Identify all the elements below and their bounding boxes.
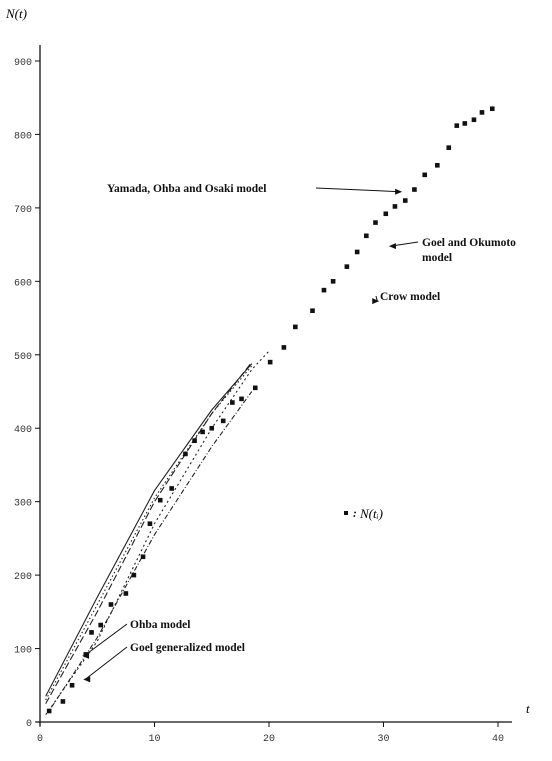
y-axis-label: N(t): [5, 6, 27, 21]
annotation-label: Goel and Okumoto: [422, 237, 516, 249]
x-tick-label: 40: [492, 734, 504, 745]
legend-label: N(tᵢ): [359, 506, 383, 521]
model-curve: [51, 391, 253, 708]
data-point: [471, 117, 477, 123]
data-point: [89, 630, 94, 635]
annotation-arrowhead: [372, 298, 380, 305]
data-point: [392, 204, 398, 209]
x-tick-label: 20: [263, 734, 275, 745]
data-point: [364, 233, 369, 239]
data-point: [200, 429, 205, 435]
data-point: [230, 400, 235, 405]
y-tick-label: 500: [14, 352, 32, 363]
annotation-arrow-line: [84, 646, 128, 680]
data-point: [183, 451, 188, 457]
observed-points: [46, 106, 495, 714]
data-point: [157, 497, 163, 503]
data-point: [354, 249, 360, 255]
legend: : N(tᵢ): [344, 506, 383, 521]
data-point: [402, 198, 408, 203]
data-point: [209, 425, 215, 431]
data-point: [422, 172, 428, 178]
data-point: [239, 396, 244, 402]
data-point: [60, 699, 66, 704]
y-tick-label: 800: [14, 131, 32, 142]
data-point: [147, 521, 153, 526]
data-point: [454, 123, 460, 128]
data-point: [446, 145, 452, 150]
annotation-arrow-line: [315, 187, 401, 193]
data-point: [252, 385, 258, 391]
data-point: [46, 708, 52, 714]
axes: 0 100 200 300 400 500 600 700 800 900 0 10 20 30 40 N(t…: [5, 6, 530, 745]
y-tick-label: 400: [14, 425, 32, 436]
data-point: [69, 682, 75, 688]
x-axis-label: t: [526, 701, 530, 716]
x-tick-label: 30: [377, 734, 389, 745]
annotation-arrow-line: [83, 623, 128, 657]
x-tick-label: 0: [37, 734, 43, 745]
annotation-arrowhead: [83, 676, 91, 683]
model-curve: [45, 363, 253, 697]
data-point: [435, 162, 440, 168]
annotation-label: Crow model: [380, 291, 440, 303]
annotation-label: Ohba model: [130, 619, 190, 631]
data-point: [412, 187, 417, 192]
annotation-label: Yamada, Ohba and Osaki model: [107, 183, 266, 195]
annotation-arrowhead: [388, 243, 396, 250]
data-point: [220, 418, 226, 424]
annotations: Yamada, Ohba and Osaki model Goel and Oku…: [82, 183, 516, 683]
y-tick-label: 600: [14, 278, 32, 289]
y-tick-label: 0: [26, 719, 32, 730]
data-point: [383, 211, 389, 217]
model-curve: [45, 365, 253, 701]
annotation-arrowhead: [82, 652, 90, 659]
data-point: [373, 220, 378, 225]
model-curve: [45, 361, 253, 704]
y-tick-label: 200: [14, 572, 32, 583]
data-point: [330, 279, 336, 284]
y-tick-label: 900: [14, 58, 32, 69]
data-point: [123, 591, 129, 596]
data-point: [140, 554, 146, 560]
y-tick-label: 700: [14, 205, 32, 216]
legend-colon: :: [353, 508, 357, 520]
data-point: [310, 308, 315, 314]
data-point: [489, 106, 495, 112]
data-point: [281, 345, 287, 350]
data-point: [192, 438, 197, 444]
annotation-label: Goel generalized model: [130, 642, 245, 654]
data-point: [321, 287, 327, 293]
legend-marker: [344, 511, 348, 515]
data-point: [108, 602, 114, 607]
data-point: [462, 121, 468, 126]
x-tick-label: 10: [148, 734, 160, 745]
data-point: [293, 324, 298, 330]
data-point: [479, 110, 485, 115]
y-tick-label: 100: [14, 646, 32, 657]
data-point: [169, 486, 174, 491]
model-curves: [45, 350, 270, 716]
data-point: [98, 622, 103, 628]
annotation-label-line2: model: [422, 252, 452, 264]
data-point: [267, 359, 273, 365]
y-tick-label: 300: [14, 499, 32, 510]
data-point: [344, 264, 350, 269]
annotation-arrowhead: [395, 188, 403, 195]
data-point: [131, 572, 137, 578]
model-curve: [45, 350, 270, 716]
